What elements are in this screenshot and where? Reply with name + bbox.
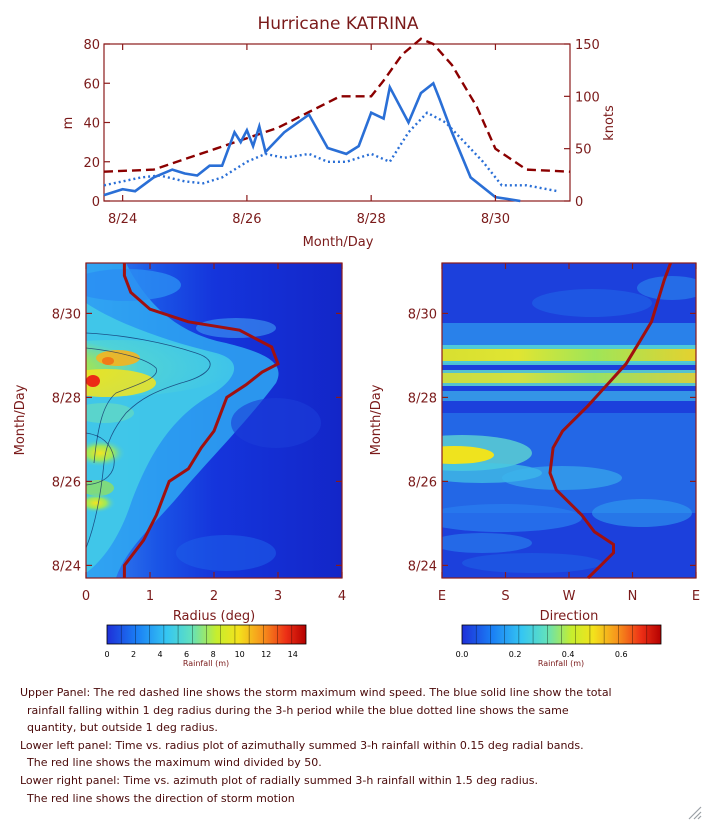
caption-line: quantity, but outside 1 deg radius. (27, 721, 218, 735)
upper-xtick-label: 8/26 (232, 212, 261, 227)
upper-panel: Hurricane KATRINA 8/24 8/26 8/28 8/30 0 20 40… (61, 14, 617, 250)
xtick-label: E (692, 589, 700, 604)
colorbar-tick-label: 0.2 (509, 650, 522, 659)
upper-ytick-right-label: 150 (575, 38, 600, 53)
xtick-label: 3 (274, 589, 282, 604)
ytick-label: 8/28 (52, 391, 81, 406)
ytick-label: 8/28 (408, 391, 437, 406)
upper-ytick-left-label: 40 (83, 117, 100, 132)
ytick-label: 8/24 (408, 559, 437, 574)
ytick-label: 8/26 (408, 475, 437, 490)
upper-xtick-label: 8/24 (108, 212, 137, 227)
ytick-label: 8/30 (52, 307, 81, 322)
colorbar-tick-label: 8 (211, 650, 216, 659)
lower-right-panel: E S W N E 8/24 8/26 8/28 8/30 Direction Month/D… (369, 262, 700, 624)
lower-right-ylabel: Month/Day (369, 384, 384, 455)
xtick-label: W (563, 589, 576, 604)
xtick-label: 2 (210, 589, 218, 604)
upper-series-dotted (103, 111, 558, 193)
upper-ytick-right-label: 0 (575, 195, 583, 210)
upper-xtick-label: 8/28 (357, 212, 386, 227)
chart-title: Hurricane KATRINA (257, 14, 418, 34)
left-colorbar-label: Rainfall (m) (183, 659, 229, 668)
colorbar-tick-label: 6 (184, 650, 189, 659)
upper-ylabel-left: m (61, 117, 76, 130)
lower-left-xlabel: Radius (deg) (173, 609, 255, 624)
caption-line: Lower left panel: Time vs. radius plot o… (20, 738, 584, 752)
upper-series-solid (103, 81, 521, 203)
caption-line: rainfall falling within 1 deg radius dur… (27, 703, 569, 717)
right-colorbar-label: Rainfall (m) (538, 659, 584, 668)
figure-caption: Upper Panel: The red dashed line shows t… (20, 684, 700, 807)
colorbar-tick-label: 0.6 (615, 650, 628, 659)
radius-heatmap (86, 263, 342, 578)
upper-ytick-right-label: 100 (575, 90, 600, 105)
storm-motion-line (548, 262, 673, 580)
xtick-label: 4 (338, 589, 346, 604)
colorbar-tick-label: 0.0 (456, 650, 469, 659)
lower-left-ylabel: Month/Day (13, 384, 28, 455)
xtick-label: N (628, 589, 638, 604)
upper-xtick-label: 8/30 (481, 212, 510, 227)
ytick-label: 8/24 (52, 559, 81, 574)
colorbar-tick-label: 0.4 (562, 650, 575, 659)
caption-line: Upper Panel: The red dashed line shows t… (20, 686, 612, 699)
direction-heatmap (442, 263, 696, 578)
caption-line: Lower right panel: Time vs. azimuth plot… (20, 773, 538, 787)
lower-left-panel: 0 1 2 3 4 8/24 8/26 8/28 8/30 Radius (deg) Mont… (13, 262, 346, 624)
colorbar-tick-label: 0 (104, 650, 109, 659)
max-wind-line (122, 263, 280, 578)
upper-ytick-left-label: 80 (83, 38, 100, 53)
colorbar-tick-label: 12 (261, 650, 271, 659)
left-colorbar: 0 2 4 6 8 10 12 14 Rainfall (m) (104, 624, 307, 668)
upper-series-dashed (103, 37, 571, 173)
colorbar-tick-label: 14 (288, 650, 298, 659)
upper-ylabel-right: knots (602, 105, 617, 141)
colorbar-tick-label: 2 (131, 650, 136, 659)
upper-ytick-left-label: 60 (83, 77, 100, 92)
xtick-label: E (438, 589, 446, 604)
upper-ytick-left-label: 0 (92, 195, 100, 210)
ytick-label: 8/26 (52, 475, 81, 490)
upper-ytick-left-label: 20 (83, 156, 100, 171)
colorbar-tick-label: 10 (235, 650, 245, 659)
upper-ytick-right-label: 50 (575, 143, 592, 158)
xtick-label: S (501, 589, 509, 604)
lower-right-xlabel: Direction (540, 609, 599, 624)
upper-xlabel: Month/Day (303, 235, 374, 250)
right-colorbar: 0.0 0.2 0.4 0.6 Rainfall (m) (456, 624, 662, 668)
colorbar-tick-label: 4 (158, 650, 163, 659)
caption-line: The red line shows the direction of stor… (27, 791, 295, 805)
upper-plot-frame (103, 43, 571, 202)
caption-line: The red line shows the maximum wind divi… (27, 756, 322, 770)
ytick-label: 8/30 (408, 307, 437, 322)
xtick-label: 1 (146, 589, 154, 604)
xtick-label: 0 (82, 589, 90, 604)
resize-grip-icon[interactable] (688, 806, 702, 820)
